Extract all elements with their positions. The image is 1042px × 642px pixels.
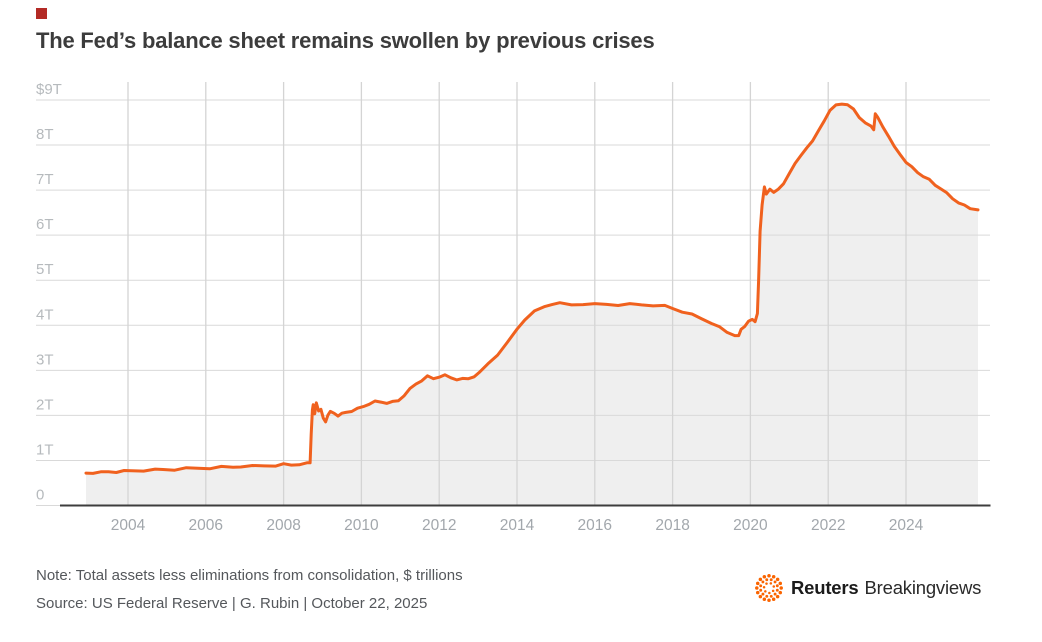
logo-suffix-text: Breakingviews [864,576,982,598]
logo-dot [759,588,763,592]
y-tick-label: 8T [36,126,54,143]
logo-dot [769,577,773,581]
logo-dot [775,583,779,587]
y-tick-label: 3T [36,351,54,368]
logo-dot [779,585,783,590]
logo-dot [773,592,777,596]
logo-dot [765,581,768,585]
logo-dot [765,577,769,581]
area-fill [86,104,978,506]
x-tick-label: 2016 [578,517,612,534]
logo-dot [755,585,759,590]
logo-dot [761,579,765,583]
y-tick-label: 5T [36,261,54,278]
x-tick-label: 2022 [811,517,845,534]
logo-dot [775,594,780,598]
logo-dot [759,583,763,587]
logo-brand-text: Reuters [791,576,859,598]
logo-dot [764,589,767,593]
logo-dot [775,577,780,581]
logo-dot [767,573,771,578]
logo-dot [755,590,760,594]
logo-dot [771,589,775,592]
logo-dot [769,581,773,585]
chart-note: Note: Total assets less eliminations fro… [36,567,463,584]
logo-dot [758,577,763,581]
logo-dot [775,588,779,592]
logo-dot [758,594,763,598]
x-tick-label: 2004 [111,517,146,534]
x-tick-label: 2018 [655,517,689,534]
x-tick-label: 2008 [266,517,300,534]
x-tick-label: 2024 [889,517,924,534]
reuters-breakingviews-logo: Reuters Breakingviews [754,572,981,603]
logo-dot [771,597,776,601]
x-tick-label: 2020 [733,517,768,534]
logo-dot [778,581,783,585]
logo-dot [771,574,776,578]
logo-dot [765,594,769,598]
y-tick-label: $9T [36,81,62,98]
y-tick-label: 0 [36,487,44,504]
logo-dot [762,597,767,601]
chart-source: Source: US Federal Reserve | G. Rubin | … [36,595,428,612]
y-tick-label: 6T [36,216,54,233]
logo-dot [773,579,777,583]
x-tick-label: 2012 [422,517,456,534]
y-tick-label: 1T [36,441,54,458]
logo-dot [762,574,767,578]
y-tick-label: 2T [36,396,54,413]
logo-dot [762,585,766,588]
series-line [84,102,980,475]
y-tick-label: 7T [36,171,54,188]
x-tick-label: 2014 [500,517,535,534]
x-tick-label: 2006 [189,517,223,534]
logo-dot [778,590,783,594]
logo-dot [755,581,760,585]
logo-dot [769,594,773,598]
logo-dot [761,592,765,596]
chart-title: The Fed’s balance sheet remains swollen … [36,28,655,53]
reuters-dotted-globe-icon [755,573,783,602]
x-tick-label: 2010 [344,517,379,534]
logo-dot [767,597,771,602]
logo-dot [768,591,771,594]
logo-dot [772,584,776,588]
y-tick-label: 4T [36,306,54,323]
brand-square-icon [36,8,47,19]
